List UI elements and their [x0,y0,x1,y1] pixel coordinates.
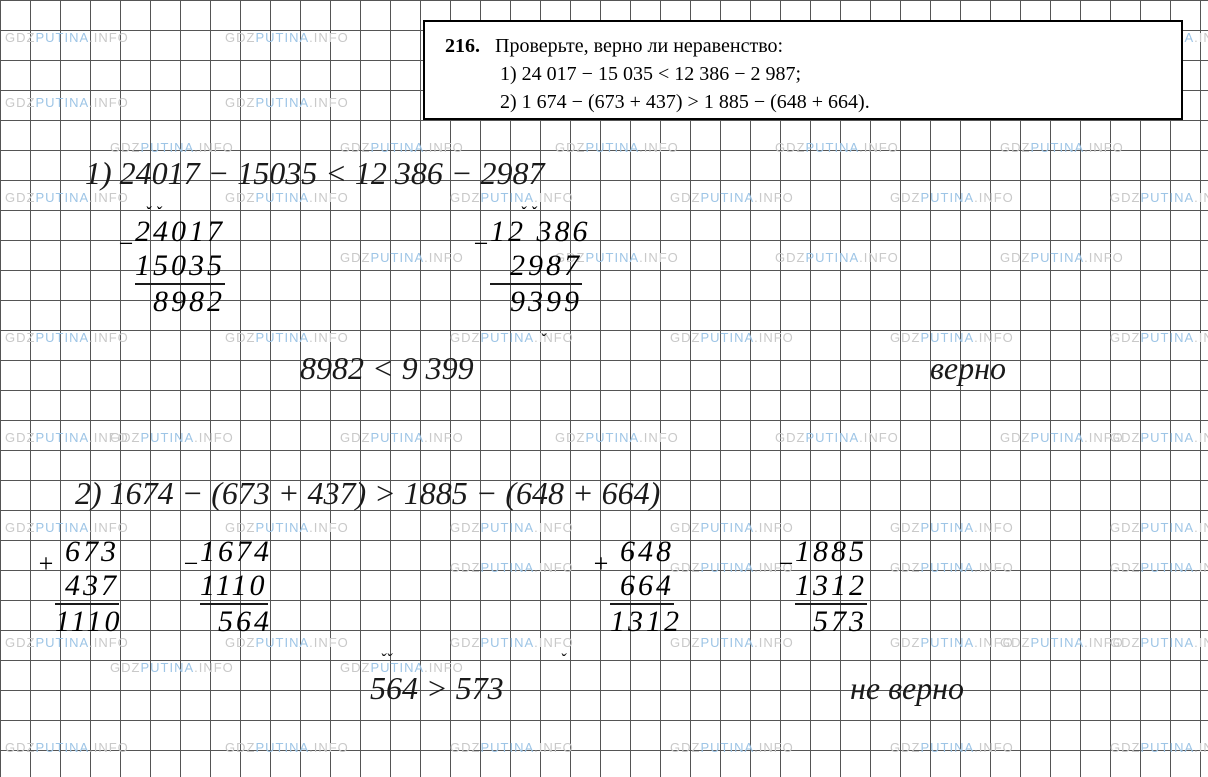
problem-statement-box: 216. Проверьте, верно ли неравенство: 1)… [423,20,1183,120]
p2-verdict: не верно [850,670,964,707]
tick-mark: ˇˇ [380,650,392,671]
tick-mark: ˇ [540,330,546,351]
problem-line-2: 2) 1 674 − (673 + 437) > 1 885 − (648 + … [445,88,1161,116]
minus-sign: − [117,229,135,259]
calc-res: 8982 [135,285,225,319]
calc-res: 573 [795,605,867,639]
problem-line-1: 1) 24 017 − 15 035 < 12 386 − 2 987; [445,60,1161,88]
calc-bot: 437 [55,569,119,605]
calc-top: 1674 [200,535,272,569]
plus-sign: + [592,549,610,579]
p1-verdict: верно [930,350,1006,387]
calc-top: 1885 [795,535,867,569]
calc-res: 9399 [490,285,591,319]
p2-calc-a: + 673 437 1110 [55,535,123,639]
minus-sign: − [472,229,490,259]
p1-header: 1) 24017 − 15035 < 12 386 − 2987 [85,155,544,192]
calc-bot: 2987 [490,249,582,285]
calc-bot: 1110 [200,569,268,605]
p2-compare: 564 > 573 [370,670,504,707]
problem-number: 216. [445,35,480,57]
p1-compare: 8982 < 9 399 [300,350,474,387]
p2-calc-b: − 1674 1110 564 [200,535,272,639]
calc-top: 673 [55,535,123,569]
tick-mark: ˇ [560,650,566,671]
minus-sign: − [182,549,200,579]
calc-bot: 1312 [795,569,867,605]
minus-sign: − [777,549,795,579]
calc-bot: 15035 [135,249,225,285]
problem-prompt: Проверьте, верно ли неравенство: [495,35,783,57]
p1-calc-b: ˇ ˇ − 12 386 2987 9399 [490,215,591,319]
calc-top: 12 386 [490,215,591,249]
p2-calc-c: + 648 664 1312 [610,535,682,639]
p2-calc-d: − 1885 1312 573 [795,535,867,639]
plus-sign: + [37,549,55,579]
p1-calc-a: ˇ ˇ − 24017 15035 8982 [135,215,225,319]
problem-line-0: 216. Проверьте, верно ли неравенство: [445,32,1161,60]
calc-top: 648 [610,535,682,569]
tick-mark: ˇ ˇ [145,203,162,224]
p2-header: 2) 1674 − (673 + 437) > 1885 − (648 + 66… [75,475,660,512]
calc-res: 1110 [55,605,123,639]
calc-bot: 664 [610,569,674,605]
calc-res: 1312 [610,605,682,639]
tick-mark: ˇ ˇ [520,203,537,224]
calc-res: 564 [200,605,272,639]
